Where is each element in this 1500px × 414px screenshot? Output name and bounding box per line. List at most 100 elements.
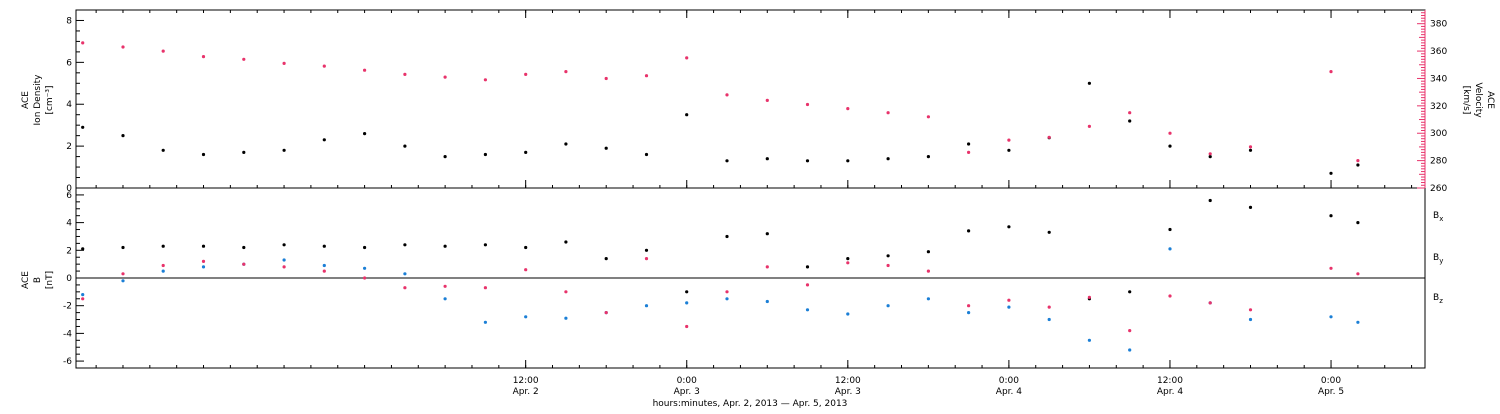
b-by-point [443, 297, 447, 301]
b-bz-point [564, 290, 568, 294]
density-point [805, 159, 810, 163]
b-bz-point [322, 269, 326, 273]
b-bz-point [242, 262, 246, 266]
velocity-point [1356, 159, 1360, 163]
b-bz-point [644, 257, 649, 261]
density-point [967, 142, 971, 146]
b-tick-label: -4 [63, 329, 72, 339]
velocity-ylabel-line2: Velocity [1473, 82, 1483, 118]
velocity-tick-label: 320 [1430, 102, 1447, 112]
velocity-point [564, 70, 568, 74]
b-bz-point [282, 265, 286, 269]
density-ylabel: ACE Ion Density [cm⁻³] [21, 74, 55, 126]
velocity-point [1248, 145, 1253, 149]
b-bx-point [81, 247, 85, 251]
velocity-point [604, 76, 608, 81]
b-bx-point [765, 232, 769, 236]
b-bz-point [403, 286, 407, 290]
b-by-point [846, 312, 850, 316]
b-bx-point [1208, 198, 1212, 203]
legend-by: By [1433, 253, 1443, 265]
velocity-tick-label: 280 [1430, 157, 1447, 167]
b-by-point [725, 297, 729, 301]
b-bx-point [161, 244, 165, 248]
velocity-point [483, 78, 487, 82]
b-bx-point [564, 240, 568, 244]
density-point [604, 146, 608, 150]
b-by-point [1128, 348, 1132, 352]
b-by-point [161, 269, 165, 273]
density-point [201, 152, 206, 157]
x-tick-date-label: Apr. 5 [1318, 387, 1344, 397]
density-point [644, 152, 649, 157]
density-point [242, 150, 246, 154]
density-point [1087, 81, 1091, 85]
b-by-point [1007, 305, 1011, 309]
b-bx-point [282, 243, 286, 247]
b-by-point [322, 263, 326, 268]
b-bx-point [121, 245, 125, 250]
x-axis-title: hours:minutes, Apr. 2, 2013 — Apr. 5, 20… [653, 399, 848, 409]
velocity-point [282, 61, 286, 65]
velocity-tick-label: 260 [1430, 184, 1447, 194]
b-bz-point [725, 290, 729, 294]
velocity-ylabel-line3: [km/s] [1461, 86, 1471, 115]
b-bz-point [967, 304, 971, 308]
velocity-point [242, 57, 246, 61]
magnetic-field-points [81, 198, 1360, 352]
b-by-point [564, 316, 568, 320]
density-tick-label: 0 [66, 184, 72, 194]
b-by-point [886, 304, 890, 308]
b-bx-point [725, 234, 729, 239]
velocity-point [1007, 138, 1011, 142]
density-point [1356, 163, 1360, 167]
density-tick-label: 4 [66, 100, 72, 110]
velocity-point [403, 72, 407, 76]
b-tick-label: 2 [66, 246, 72, 256]
velocity-point [926, 115, 931, 119]
b-bx-point [524, 245, 528, 250]
b-bz-point [81, 297, 85, 301]
velocity-point [644, 74, 649, 78]
b-bz-point [1168, 294, 1172, 298]
velocity-tick-label: 380 [1430, 20, 1447, 30]
velocity-point [886, 111, 890, 115]
b-bz-point [1329, 266, 1333, 270]
b-bz-point [201, 259, 206, 263]
b-bz-point [121, 272, 125, 276]
x-tick-time-label: 12:00 [835, 376, 861, 386]
b-by-point [81, 293, 85, 297]
velocity-point [725, 93, 729, 97]
x-tick-date-label: Apr. 4 [1157, 387, 1183, 397]
b-bx-point [886, 254, 890, 258]
b-bz-point [1208, 301, 1212, 305]
density-point [1168, 144, 1172, 148]
b-bx-point [1007, 225, 1011, 229]
density-point [685, 113, 689, 117]
b-bz-point [846, 261, 850, 265]
density-point [1128, 119, 1132, 123]
x-tick-time-label: 12:00 [513, 376, 539, 386]
b-bx-point [1168, 227, 1172, 232]
x-tick-time-label: 12:00 [1157, 376, 1183, 386]
b-ylabel-line1: ACE [21, 271, 31, 289]
b-bx-point [443, 244, 447, 248]
b-by-point [201, 265, 206, 269]
b-by-point [765, 299, 769, 304]
b-by-point [926, 297, 931, 301]
velocity-point [1329, 70, 1333, 74]
b-bz-point [604, 311, 608, 315]
velocity-ylabel: ACE Velocity [km/s] [1461, 82, 1495, 118]
x-tick-date-label: Apr. 3 [835, 387, 861, 397]
x-tick-date-label: Apr. 3 [674, 387, 700, 397]
velocity-point [685, 56, 689, 60]
b-bx-point [1329, 214, 1333, 218]
b-bz-point [1248, 308, 1253, 312]
velocity-tick-label: 340 [1430, 74, 1447, 84]
density-point [765, 157, 769, 161]
b-bx-point [846, 257, 850, 261]
x-tick-date-label: Apr. 2 [513, 387, 539, 397]
density-ylabel-line2: Ion Density [33, 74, 43, 126]
